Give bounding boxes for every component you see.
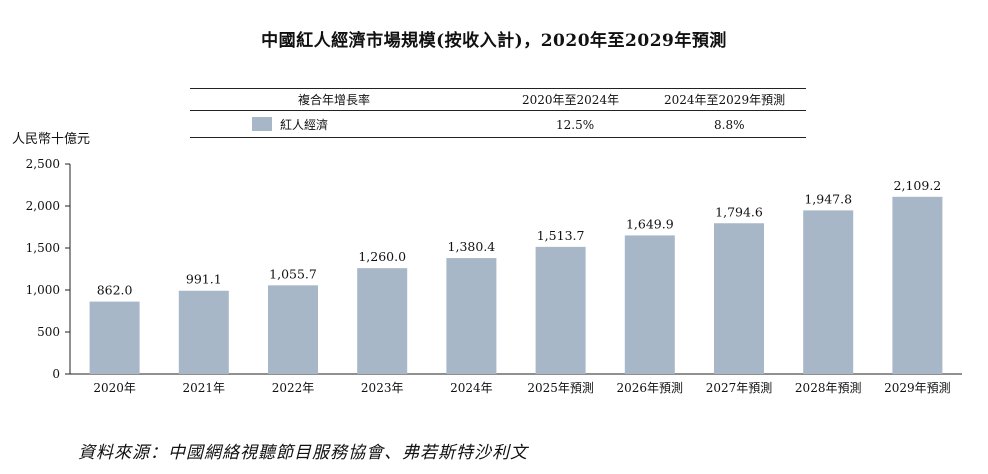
bar-value-label: 1,260.0	[358, 249, 406, 264]
cagr-header-label: 複合年增長率	[298, 93, 371, 107]
y-tick-label: 1,500	[26, 241, 60, 255]
bar-value-label: 1,055.7	[269, 266, 317, 281]
bar-value-label: 1,380.4	[448, 239, 496, 254]
legend-label: 紅人經濟	[280, 118, 329, 132]
bar	[268, 285, 318, 374]
y-axis: 0 500 1,000 1,500 2,000 2,500	[26, 157, 71, 381]
x-tick-label: 2029年預測	[884, 381, 951, 395]
table-mid-rule	[190, 110, 806, 111]
cagr-period-2024-2029: 2024年至2029年預測	[664, 93, 786, 107]
y-tick-label: 0	[52, 367, 60, 381]
bar	[535, 246, 586, 374]
bar	[446, 258, 497, 374]
y-axis-unit-label: 人民幣十億元	[12, 132, 91, 147]
bar-chart: 0 500 1,000 1,500 2,000 2,500 2020年 2021年 2022年…	[26, 157, 962, 395]
bar	[714, 223, 764, 374]
bar-value-label: 1,947.8	[804, 191, 852, 206]
chart-title: 中國紅人經濟市場規模(按收入計)，2020年至2029年預測	[261, 31, 727, 51]
table-bottom-rule	[190, 137, 806, 138]
x-tick-label: 2028年預測	[795, 381, 862, 395]
bar-value-label: 1,649.9	[626, 216, 674, 231]
x-axis: 2020年 2021年 2022年 2023年 2024年 2025年預測 2026年預測 2…	[70, 373, 962, 395]
bar	[624, 235, 675, 374]
source-note: 資料來源：中國網絡視聽節目服務協會、弗若斯特沙利文	[78, 443, 528, 463]
x-tick-label: 2021年	[183, 381, 226, 395]
bar-value-label: 2,109.2	[894, 178, 942, 193]
cagr-value-2024-2029: 8.8%	[714, 118, 745, 132]
bar-value-label: 991.1	[186, 272, 222, 287]
y-tick-label: 500	[37, 325, 60, 339]
x-tick-label: 2025年預測	[527, 381, 594, 395]
cagr-table: 複合年增長率 2020年至2024年 2024年至2029年預測 紅人經濟 12…	[190, 88, 806, 138]
y-tick-label: 2,000	[26, 199, 60, 213]
bar	[178, 290, 229, 374]
x-tick-label: 2024年	[450, 381, 493, 395]
bar	[89, 301, 140, 374]
y-tick-label: 1,000	[26, 283, 60, 297]
y-tick-label: 2,500	[26, 157, 60, 171]
bars: 862.0 991.1 1,055.7 1,260.0 1,380.4 1,513.7 1,…	[89, 178, 943, 374]
cagr-value-2020-2024: 12.5%	[556, 118, 595, 132]
x-tick-label: 2022年	[272, 381, 315, 395]
x-tick-label: 2023年	[361, 381, 404, 395]
bar-value-label: 1,794.6	[715, 204, 763, 219]
bar-value-label: 1,513.7	[537, 228, 585, 243]
cagr-period-2020-2024: 2020年至2024年	[522, 93, 620, 107]
bar-value-label: 862.0	[97, 283, 133, 298]
x-tick-label: 2026年預測	[617, 381, 684, 395]
x-tick-label: 2027年預測	[706, 381, 773, 395]
bar	[803, 210, 854, 374]
bar	[892, 196, 943, 374]
bar	[357, 268, 408, 374]
table-top-rule	[190, 88, 806, 89]
x-tick-label: 2020年	[93, 381, 136, 395]
legend-swatch	[252, 117, 272, 131]
